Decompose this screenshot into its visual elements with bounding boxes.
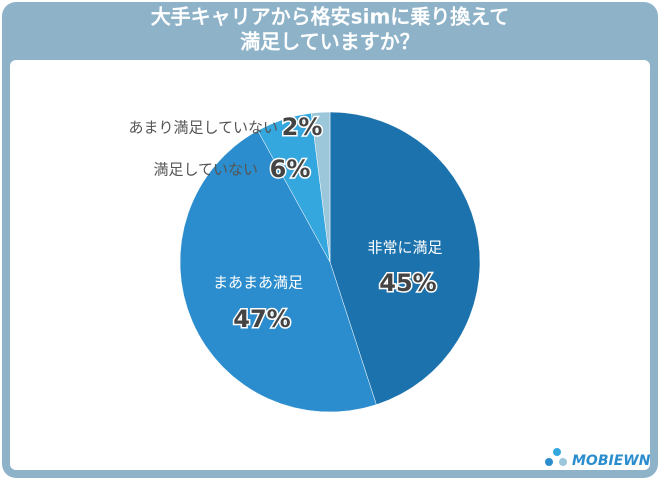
chart-title: 満足していますか？	[240, 30, 419, 54]
value-label: 45%	[379, 269, 436, 297]
logo-icon	[545, 448, 567, 466]
chart-title: 大手キャリアから格安simに乗り換えて	[151, 5, 510, 29]
slice-label: 非常に満足	[367, 239, 442, 257]
pie-slice	[310, 111, 331, 263]
value-label: 47%	[233, 305, 290, 333]
slice-label: まあまあ満足	[213, 274, 303, 292]
pie-slice	[179, 130, 377, 413]
slice-label: 満足していない	[153, 161, 258, 179]
logo: MOBIEWN	[572, 453, 651, 469]
value-label: 2%	[282, 113, 323, 141]
pie-slice	[329, 111, 481, 405]
slice-label: あまり満足していない	[128, 119, 278, 137]
value-label: 6%	[270, 155, 311, 183]
